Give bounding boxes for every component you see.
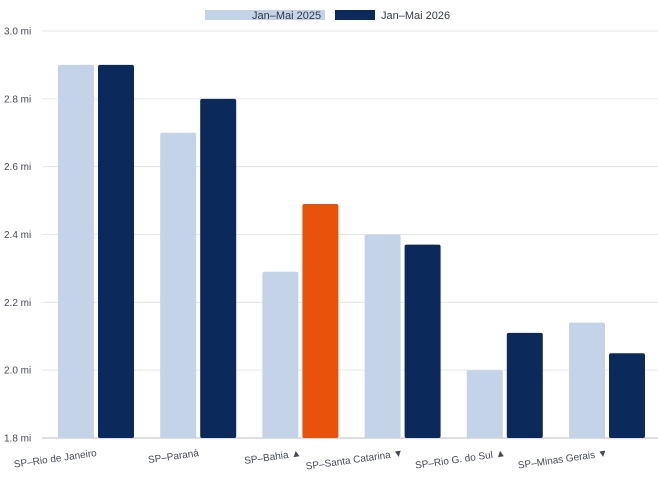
bar-2026-5 <box>609 353 645 438</box>
legend-swatch-2026 <box>335 10 375 20</box>
bar-2025-4 <box>466 370 503 438</box>
x-category-label: SP–Paraná <box>147 448 200 466</box>
y-tick-label: 2.0 mi <box>4 366 31 377</box>
legend-swatch-2025 <box>205 10 325 20</box>
y-axis: 1.8 mi 2.0 mi 2.2 mi 2.4 mi 2.6 mi 2.8 mi 3.0 … <box>4 27 31 445</box>
bar-2026-0 <box>98 64 134 439</box>
x-category-label: SP–Minas Gerais ▼ <box>517 448 608 471</box>
bar-2025-3 <box>364 234 401 438</box>
bar-2026-2 <box>302 203 339 438</box>
y-tick-label: 2.4 mi <box>4 230 31 241</box>
y-tick-label: 2.8 mi <box>4 94 31 105</box>
chart-bars <box>58 64 645 439</box>
bar-2025-1 <box>160 132 197 438</box>
bar-2025-5 <box>569 322 605 438</box>
y-tick-label: 2.2 mi <box>4 298 31 309</box>
x-category-label: SP–Santa Catarina ▼ <box>305 448 404 473</box>
bar-2026-4 <box>506 332 543 438</box>
x-category-label: SP–Rio de Janeiro <box>13 448 98 471</box>
chart-legend: Jan–Mai 2025 Jan–Mai 2026 <box>205 10 450 22</box>
bar-2025-2 <box>262 271 299 438</box>
y-tick-label: 3.0 mi <box>4 27 31 38</box>
bar-2026-3 <box>404 244 441 438</box>
x-axis: SP–Rio de Janeiro SP–Paraná SP–Bahia ▲ SP–S… <box>13 448 608 473</box>
y-tick-label: 1.8 mi <box>4 434 31 445</box>
y-tick-label: 2.6 mi <box>4 162 31 173</box>
x-category-label: SP–Bahia ▲ <box>244 448 302 467</box>
x-category-label: SP–Rio G. do Sul ▲ <box>415 448 507 472</box>
chart-gridlines <box>42 30 658 439</box>
legend-label-2026: Jan–Mai 2026 <box>381 10 450 22</box>
legend-label-2025: Jan–Mai 2025 <box>252 10 321 22</box>
bar-2026-1 <box>200 98 237 438</box>
bar-2025-0 <box>58 64 94 439</box>
